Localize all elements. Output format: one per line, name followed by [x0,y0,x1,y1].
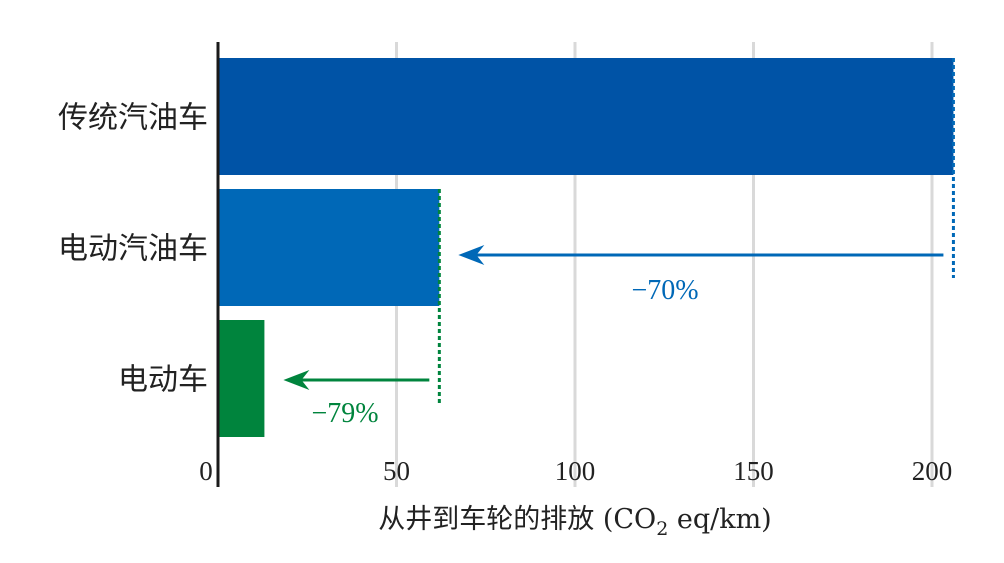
category-label-3: 电动车 [118,363,208,398]
arrowhead-2 [283,370,310,390]
tick-label-200: 200 [912,456,953,486]
bar-2 [218,189,440,306]
category-label-2: 电动汽油车 [58,232,208,267]
arrowhead-1 [458,245,485,265]
tick-labels: 0 50 100 150 200 [199,456,952,486]
tick-label-150: 150 [733,456,774,486]
tick-label-0: 0 [199,456,213,486]
x-axis-label: 从井到车轮的排放 (CO2 eq/km) [378,504,771,540]
tick-label-50: 50 [383,456,410,486]
bars [218,58,954,437]
annotations: −70% −79% [283,58,955,429]
tick-label-100: 100 [555,456,596,486]
category-label-1: 传统汽油车 [58,101,208,136]
reduction-label-2: −79% [311,398,378,429]
bar-3 [218,320,265,437]
bar-1 [218,58,954,175]
reduction-label-1: −70% [631,275,698,306]
